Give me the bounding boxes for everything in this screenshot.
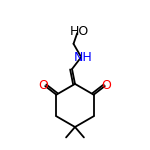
Text: NH: NH [74, 51, 93, 64]
Text: O: O [38, 79, 48, 92]
Text: HO: HO [70, 25, 89, 38]
Text: O: O [102, 79, 112, 92]
